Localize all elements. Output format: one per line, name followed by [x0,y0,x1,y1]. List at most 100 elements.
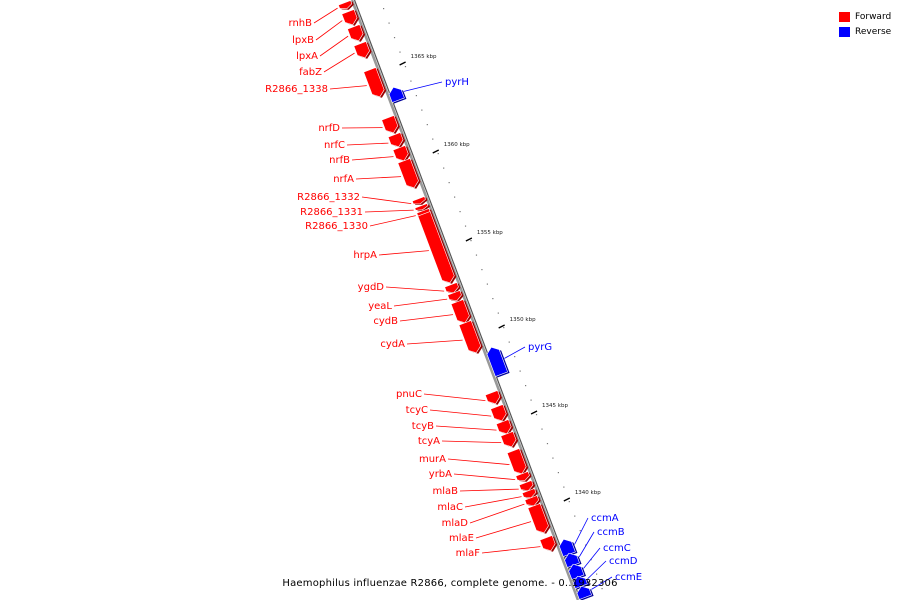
leader-line [406,339,463,345]
gene-label-cydA[interactable]: cydA [380,339,405,350]
gene-arrow-mlaD[interactable] [524,495,540,507]
gene-label-hrpA[interactable]: hrpA [353,250,377,261]
gene-arrow-ygdD[interactable] [444,282,459,294]
gene-label-ccmB[interactable]: ccmB [597,527,625,538]
gene-label-ccmA[interactable]: ccmA [591,513,619,524]
gene-arrow-yeaL[interactable] [447,290,462,302]
gene-arrow-nrfC[interactable] [387,132,404,148]
gene-arrow-cydA[interactable] [458,320,482,354]
tick-mark [465,237,473,242]
leader-line [464,496,522,508]
gene-label-mlaF[interactable]: mlaF [456,548,481,559]
gene-label-R2866_1332[interactable]: R2866_1332 [297,192,360,203]
gene-label-tcyA[interactable]: tcyA [418,436,440,447]
gene-label-nrfB[interactable]: nrfB [329,155,350,166]
gene-arrow-ccmE[interactable] [576,585,592,600]
leader-line [355,176,402,180]
minor-tick [508,341,510,343]
gene-arrow-hrpA[interactable] [417,211,455,284]
gene-label-fabZ[interactable]: fabZ [299,67,322,78]
gene-arrow-cydB[interactable] [450,299,470,324]
gene-arrow-pnuC[interactable] [484,390,501,405]
leader-line [423,393,486,402]
gene-label-mlaC[interactable]: mlaC [437,502,463,513]
gene-label-pyrG[interactable]: pyrG [528,342,552,353]
legend-label-forward: Forward [855,11,892,22]
gene-label-mlaB[interactable]: mlaB [432,486,458,497]
gene-label-tcyB[interactable]: tcyB [412,421,434,432]
tick-label: 1360 kbp [444,142,470,148]
gene-arrow-lpxA[interactable] [347,24,364,42]
minor-tick [481,269,483,271]
leader-line [378,250,429,256]
gene-arrow-yrbA[interactable] [515,471,530,482]
minor-tick [557,472,559,474]
minor-tick [546,443,549,445]
gene-label-nrfC[interactable]: nrfC [324,140,345,151]
minor-tick [497,312,499,314]
minor-tick [585,544,587,546]
gene-label-nrfA[interactable]: nrfA [333,174,354,185]
gene-label-murA[interactable]: murA [419,454,446,465]
gene-arrow-lpxB[interactable] [341,9,358,26]
minor-tick [464,225,467,227]
gene-label-R2866_1331[interactable]: R2866_1331 [300,207,363,218]
gene-label-mlaD[interactable]: mlaD [442,518,469,529]
minor-tick [530,399,532,401]
leader-line [441,440,502,444]
gene-label-cydB[interactable]: cydB [373,316,398,327]
gene-arrow-murA[interactable] [506,448,527,475]
gene-arrow-pyrH[interactable] [388,86,405,103]
tick-label: 1345 kbp [542,403,568,409]
gene-label-lpxA[interactable]: lpxA [296,51,318,62]
gene-arrow-fabZ[interactable] [353,41,370,59]
gene-arrow-mlaC[interactable] [521,488,537,499]
leader-line [578,531,595,558]
minor-tick [448,182,450,184]
gene-arrow-R2866_1332[interactable] [411,196,426,205]
gene-arrow-nrfB[interactable] [392,145,409,162]
gene-label-lpxB[interactable]: lpxB [292,35,314,46]
gene-arrow-R2866_1331[interactable] [414,203,429,211]
gene-label-yeaL[interactable]: yeaL [368,301,392,312]
gene-arrow-tcyC[interactable] [490,404,507,422]
tick-label: 1365 kbp [411,54,437,60]
gene-arrow-mlaF[interactable] [539,535,556,552]
leader-line [587,560,607,580]
gene-label-R2866_1338[interactable]: R2866_1338 [265,84,328,95]
gene-label-mlaE[interactable]: mlaE [449,533,474,544]
gene-arrow-pyrG[interactable] [486,346,508,377]
gene-label-rnhB[interactable]: rnhB [289,18,313,29]
gene-label-ccmC[interactable]: ccmC [603,543,631,554]
minor-tick [388,22,390,24]
leader-line [574,517,589,545]
gene-arrow-nrfA[interactable] [397,158,419,189]
gene-label-tcyC[interactable]: tcyC [406,405,428,416]
minor-tick [503,327,505,329]
gene-arrow-nrfD[interactable] [381,115,399,134]
gene-arrow-mlaE[interactable] [527,503,549,534]
minor-tick [519,370,521,372]
gene-arrow-rnhB[interactable] [338,0,353,10]
gene-label-pyrH[interactable]: pyrH [445,77,469,88]
gene-label-yrbA[interactable]: yrbA [429,469,452,480]
gene-label-R2866_1330[interactable]: R2866_1330 [305,221,368,232]
leader-line [364,209,414,213]
minor-tick [426,124,428,126]
gene-arrow-mlaB[interactable] [518,480,534,492]
gene-label-pnuC[interactable]: pnuC [396,389,422,400]
minor-tick [563,486,565,488]
leader-line [475,521,532,539]
genome-caption: Haemophilus influenzae R2866, complete g… [282,578,618,589]
minor-tick [383,8,385,10]
gene-arrow-R2866_1338[interactable] [363,67,385,98]
gene-label-nrfD[interactable]: nrfD [318,123,340,134]
gene-arrow-tcyB[interactable] [495,419,512,435]
gene-label-ccmD[interactable]: ccmD [609,556,638,567]
gene-label-ygdD[interactable]: ygdD [358,282,385,293]
gene-arrow-tcyA[interactable] [500,431,517,448]
minor-tick [404,66,407,68]
minor-tick [470,240,472,242]
gene-label-ccmE[interactable]: ccmE [615,572,642,583]
